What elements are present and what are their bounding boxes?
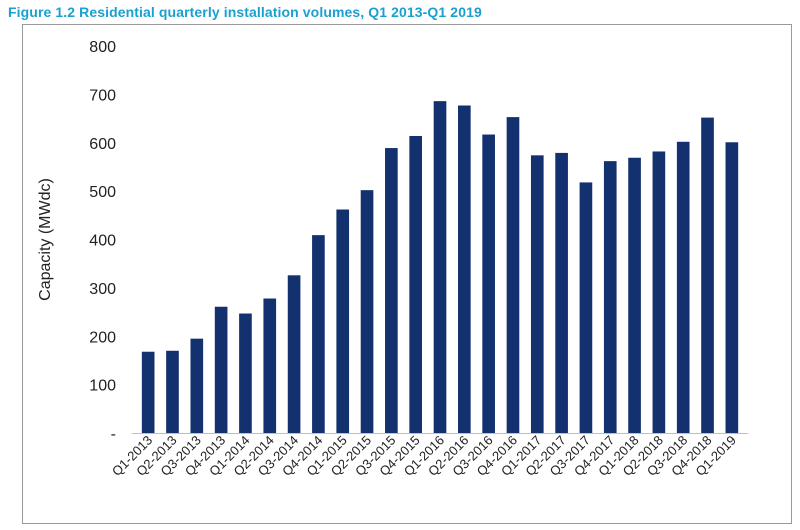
bars xyxy=(141,101,739,434)
bar-q3-2014 xyxy=(287,275,301,433)
y-tick-label: 600 xyxy=(89,136,116,153)
bar-q4-2013 xyxy=(214,306,228,433)
bar-q1-2018 xyxy=(628,157,641,433)
y-tick-label: 200 xyxy=(89,329,116,346)
bar-q1-2013 xyxy=(141,351,155,433)
bar-q4-2015 xyxy=(409,135,423,434)
y-tick-label: 700 xyxy=(89,87,116,104)
bar-q1-2019 xyxy=(725,142,739,433)
bar-q4-2018 xyxy=(701,117,714,433)
y-tick-label: 300 xyxy=(89,281,116,298)
bar-q2-2017 xyxy=(555,152,568,433)
y-tick-label: - xyxy=(111,426,116,443)
bar-q2-2013 xyxy=(166,350,179,433)
bar-q3-2013 xyxy=(190,338,204,433)
bar-q1-2016 xyxy=(433,101,447,434)
y-tick-label: 400 xyxy=(89,233,116,250)
y-axis-title: Capacity (MWdc) xyxy=(37,178,54,301)
bar-q2-2018 xyxy=(652,151,666,433)
bar-q4-2016 xyxy=(506,117,520,434)
bar-q1-2014 xyxy=(239,313,252,433)
bar-q1-2017 xyxy=(530,155,544,433)
bar-q3-2015 xyxy=(385,148,398,433)
figure-title: Figure 1.2 Residential quarterly install… xyxy=(8,4,482,20)
bar-q4-2014 xyxy=(312,235,325,433)
y-tick-label: 800 xyxy=(89,39,116,56)
bar-q3-2017 xyxy=(579,182,593,433)
bar-q2-2016 xyxy=(458,105,471,433)
y-tick-label: 500 xyxy=(89,184,116,201)
y-tick-label: 100 xyxy=(89,378,116,395)
bar-q4-2017 xyxy=(603,161,617,433)
x-axis: Q1-2013Q2-2013Q3-2013Q4-2013Q1-2014Q2-20… xyxy=(109,433,748,479)
bar-q3-2018 xyxy=(676,141,690,433)
bar-q2-2015 xyxy=(360,190,374,433)
y-axis: - 100 200 300 400 500 600 700 800 xyxy=(89,39,116,443)
bar-q2-2014 xyxy=(263,298,277,433)
bar-q1-2015 xyxy=(336,209,350,433)
bar-q3-2016 xyxy=(482,134,495,433)
